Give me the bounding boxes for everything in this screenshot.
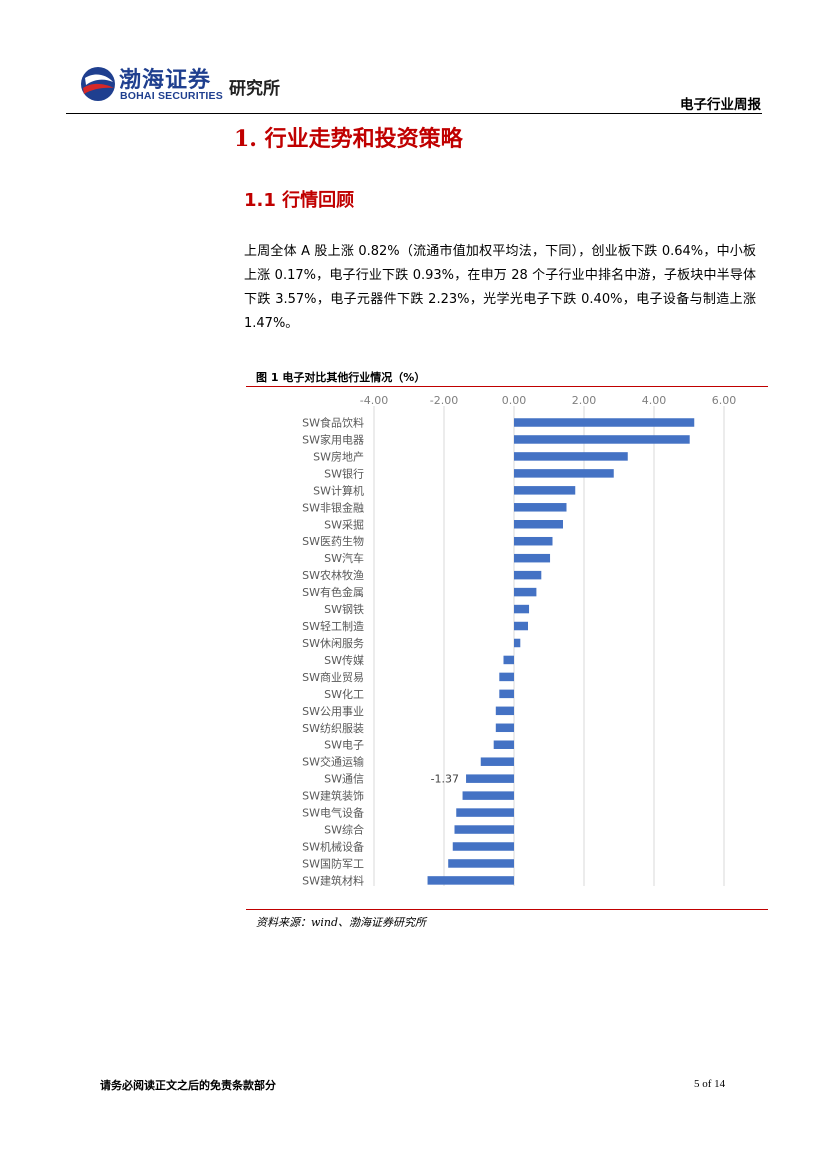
bar xyxy=(466,774,514,783)
bar xyxy=(514,570,542,580)
category-label: SW交通运输 xyxy=(302,755,364,769)
figure-title: 图 1 电子对比其他行业情况（%） xyxy=(256,371,426,384)
bar xyxy=(514,435,690,444)
category-label: SW有色金属 xyxy=(302,585,364,599)
bar xyxy=(462,791,514,800)
category-label: SW电子 xyxy=(324,739,364,752)
category-label: SW商业贸易 xyxy=(302,670,364,684)
category-label: SW公用事业 xyxy=(302,705,364,718)
page-number: 5 of 14 xyxy=(694,1078,726,1090)
category-label: SW计算机 xyxy=(313,483,364,497)
category-label: SW房地产 xyxy=(313,449,364,463)
bar xyxy=(454,825,514,834)
bar xyxy=(495,706,514,716)
category-label: SW医药生物 xyxy=(302,534,364,548)
bar xyxy=(499,689,514,699)
bar xyxy=(427,876,514,885)
report-type: 电子行业周报 xyxy=(680,97,761,113)
x-tick-label: 2.00 xyxy=(572,394,597,407)
bohai-logo-icon xyxy=(81,67,115,101)
category-label: SW通信 xyxy=(324,773,364,786)
logo-cn-text: 渤海证券 xyxy=(119,67,212,93)
category-label: SW轻工制造 xyxy=(302,619,364,633)
bar xyxy=(514,604,530,614)
section-heading: 1. 行业走势和投资策略 xyxy=(234,126,463,152)
bar xyxy=(452,842,514,851)
category-label: SW采掘 xyxy=(324,517,364,531)
bar xyxy=(456,808,514,817)
category-label: SW机械设备 xyxy=(302,840,364,854)
bar xyxy=(495,723,514,733)
x-tick-label: 4.00 xyxy=(642,394,667,407)
industry-comparison-bar-chart: -4.00 -2.00 0.00 2.00 4.00 6.00 SW食品饮料 SW家用电器 SW… xyxy=(302,394,737,887)
footer-disclaimer: 请务必阅读正文之后的免责条款部分 xyxy=(100,1079,276,1092)
bar xyxy=(480,757,514,766)
bar xyxy=(514,418,695,427)
bar xyxy=(514,469,614,478)
category-label: SW综合 xyxy=(324,823,364,837)
bar xyxy=(499,672,514,682)
category-label: SW银行 xyxy=(324,466,364,480)
figure-top-rule xyxy=(246,386,768,387)
figure-source: 资料来源：wind、渤海证券研究所 xyxy=(256,916,427,929)
bar xyxy=(514,452,628,461)
bar xyxy=(448,859,514,868)
bar xyxy=(503,655,514,665)
x-tick-label: 6.00 xyxy=(712,394,737,407)
category-label: SW家用电器 xyxy=(302,432,364,446)
data-label: -1.37 xyxy=(431,773,459,786)
category-label: SW农林牧渔 xyxy=(302,568,364,582)
bar xyxy=(493,740,514,749)
bar xyxy=(514,587,537,597)
category-label: SW休闲服务 xyxy=(302,636,364,650)
x-tick-label: 0.00 xyxy=(502,394,527,407)
bar xyxy=(514,503,567,512)
category-label: SW传媒 xyxy=(324,654,364,667)
category-label: SW非银金融 xyxy=(302,500,364,514)
category-label: SW汽车 xyxy=(324,551,364,565)
category-label: SW纺织服装 xyxy=(302,721,364,735)
figure-bottom-rule xyxy=(246,909,768,910)
category-label: SW化工 xyxy=(324,687,364,701)
bar xyxy=(514,486,576,495)
category-label: SW国防军工 xyxy=(302,856,364,870)
bar xyxy=(514,638,521,648)
bar xyxy=(514,520,563,529)
category-label: SW建筑装饰 xyxy=(302,789,364,803)
header-divider xyxy=(66,113,762,114)
x-tick-label: -2.00 xyxy=(430,394,458,407)
category-label: SW电气设备 xyxy=(302,806,364,820)
x-tick-label: -4.00 xyxy=(360,394,388,407)
bar xyxy=(514,621,528,631)
category-label: SW钢铁 xyxy=(324,603,364,616)
category-label: SW食品饮料 xyxy=(302,416,364,430)
logo-en-text: BOHAI SECURITIES xyxy=(120,90,223,102)
market-review-paragraph: 上周全体 A 股上涨 0.82%（流通市值加权平均法，下同），创业板下跌 0.6… xyxy=(244,244,756,331)
subsection-heading: 1.1 行情回顾 xyxy=(244,190,355,211)
logo-suffix-text: 研究所 xyxy=(229,79,280,99)
bar xyxy=(514,553,551,563)
bar xyxy=(514,536,553,546)
category-label: SW建筑材料 xyxy=(302,873,364,887)
